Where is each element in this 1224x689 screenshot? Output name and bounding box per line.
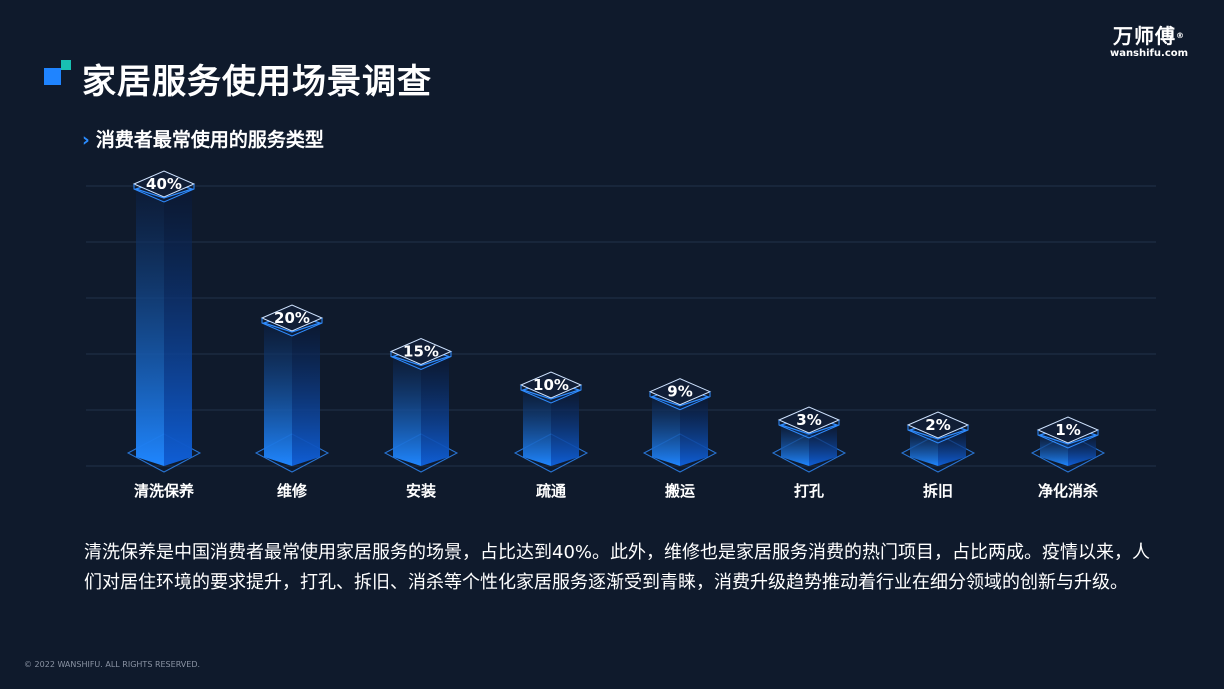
bar-left-face — [393, 356, 421, 466]
category-label: 拆旧 — [923, 482, 953, 500]
copyright: © 2022 WANSHIFU. ALL RIGHTS RESERVED. — [24, 660, 201, 669]
bar-left-face — [910, 430, 938, 466]
category-label: 安装 — [406, 482, 437, 500]
value-label-plate-edge — [520, 385, 582, 404]
bar-right-face — [938, 430, 966, 466]
value-label-plate-edge — [133, 184, 195, 203]
bar-left-face — [523, 390, 551, 466]
bar-right-face — [551, 390, 579, 466]
bar-3 — [513, 371, 589, 473]
category-label: 清洗保养 — [134, 482, 195, 500]
value-label: 20% — [274, 309, 310, 327]
bar-4 — [642, 378, 718, 473]
value-label-plate-edge — [390, 351, 452, 371]
bar-5 — [771, 406, 847, 473]
chevron-right-icon: › — [82, 129, 90, 151]
bar-right-face — [421, 356, 449, 466]
bar-2 — [383, 337, 459, 473]
category-label: 维修 — [277, 482, 308, 500]
bar-left-face — [652, 396, 680, 466]
page-title: 家居服务使用场景调查 — [82, 62, 432, 102]
bar-0 — [126, 170, 202, 473]
value-label: 15% — [403, 343, 439, 361]
brand-logo: 万师傅® wanshifu.com — [1104, 24, 1194, 60]
bar-7 — [1030, 416, 1106, 473]
value-label: 40% — [146, 175, 182, 193]
value-label-plate-edge — [907, 425, 969, 444]
value-label: 2% — [925, 416, 950, 434]
bar-6 — [900, 411, 976, 473]
value-label-plate-edge — [261, 318, 323, 337]
value-label: 3% — [796, 411, 821, 429]
category-label: 净化消杀 — [1038, 482, 1098, 500]
bar-left-face — [136, 189, 164, 466]
bar-right-face — [164, 189, 192, 466]
bar-left-face — [264, 323, 292, 466]
category-label: 搬运 — [665, 482, 695, 500]
description-text: 清洗保养是中国消费者最常使用家居服务的场景，占比达到40%。此外，维修也是家居服… — [84, 542, 1151, 593]
bar-right-face — [292, 323, 320, 466]
chart-subtitle: › 消费者最常使用的服务类型 — [82, 125, 324, 152]
logo-name: 万师傅 — [1113, 24, 1176, 48]
title-mark-icon — [44, 60, 74, 90]
value-label-plate-edge — [778, 420, 840, 439]
category-label: 打孔 — [794, 482, 824, 500]
logo-registered-mark: ® — [1176, 31, 1185, 40]
subtitle-text: 消费者最常使用的服务类型 — [95, 129, 324, 151]
bar-right-face — [680, 396, 708, 466]
bar-right-face — [1068, 435, 1096, 466]
value-label: 1% — [1055, 421, 1080, 439]
logo-domain: wanshifu.com — [1109, 48, 1189, 59]
value-label: 9% — [667, 383, 692, 401]
value-label-plate-edge — [1037, 430, 1099, 449]
value-label: 10% — [533, 376, 569, 394]
bar-left-face — [1040, 435, 1068, 466]
bar-chart: 40% 清洗保养 20% 维修 15% 安装 10% 疏通 9% 搬运 3% 打孔 2% 拆旧 1% 净化消杀 — [86, 170, 1156, 500]
bar-1 — [254, 304, 330, 473]
category-label: 疏通 — [536, 482, 566, 500]
value-label-plate-edge — [649, 391, 711, 411]
